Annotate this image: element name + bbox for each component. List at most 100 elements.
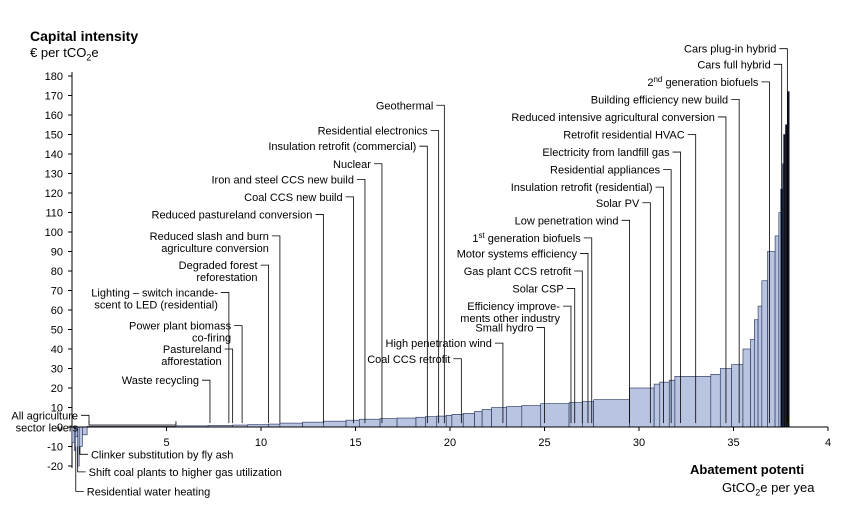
annotation-label-line2: sector levers — [16, 422, 79, 434]
x-unit-suffix: e per yea — [760, 480, 815, 495]
x-tick-label: 30 — [633, 437, 645, 449]
annotation-label: Electricity from landfill gas — [542, 147, 670, 159]
bar — [445, 414, 453, 428]
bar — [668, 379, 676, 428]
annotation-label: Residential electronics — [318, 126, 429, 138]
annotation-label: Cars full hybrid — [697, 59, 770, 71]
y-tick-label: 130 — [45, 169, 63, 181]
annotation-label: Reduced intensive agricultural conversio… — [511, 112, 715, 124]
annotation-label: Lighting – switch incande- — [91, 287, 218, 299]
annotation-leader — [687, 134, 697, 424]
y-tick-label: 90 — [51, 247, 63, 259]
bar — [436, 415, 447, 428]
annotation-label: Building efficiency new build — [591, 94, 728, 106]
bar — [279, 422, 303, 428]
y-unit-prefix: € per tCO — [30, 45, 87, 60]
bar — [462, 413, 475, 428]
annotation-leader — [75, 446, 84, 492]
bar — [540, 403, 570, 428]
annotation-label: Power plant biomass — [129, 321, 232, 333]
annotation-leader — [566, 288, 576, 424]
bar — [761, 280, 768, 428]
x-tick-label: 10 — [255, 437, 267, 449]
bar — [506, 406, 523, 428]
annotation-label: Iron and steel CCS new build — [211, 174, 353, 186]
annotation-label: Insulation retrofit (residential) — [511, 182, 653, 194]
annotation-label: 2nd generation biofuels — [647, 74, 759, 89]
annotation-label: Residential water heating — [87, 486, 211, 498]
bar — [345, 419, 360, 428]
y-unit-sub: 2 — [86, 52, 92, 63]
annotation-label: Solar PV — [596, 198, 640, 210]
x-unit-sub: 2 — [755, 487, 761, 498]
annotation-leader — [224, 348, 234, 424]
annotation-leader — [356, 178, 366, 424]
x-tick-label: 20 — [444, 437, 456, 449]
bar — [491, 407, 507, 428]
annotation-label: Clinker substitution by fly ash — [91, 449, 233, 461]
annotation-leader — [642, 202, 651, 424]
annotation-label: Coal CCS new build — [244, 192, 342, 204]
y-axis-unit: € per tCO2e — [30, 45, 99, 63]
bar — [653, 383, 661, 428]
annotation-leader — [345, 196, 355, 424]
annotation-leader — [494, 342, 504, 424]
annotation-leader — [373, 163, 383, 424]
y-tick-label: 50 — [51, 325, 63, 337]
bar — [757, 305, 763, 428]
annotation-label: All agriculture — [11, 410, 78, 422]
bar — [379, 418, 398, 428]
annotation-label: Waste recycling — [122, 375, 199, 387]
y-unit-suffix: e — [91, 45, 99, 60]
y-tick-label: 160 — [45, 110, 63, 122]
annotation-label: Solar CSP — [512, 284, 563, 296]
annotation-label-line2: scent to LED (residential) — [94, 299, 218, 311]
annotation-leader — [773, 63, 783, 424]
y-tick-label: 60 — [51, 305, 63, 317]
bar — [659, 381, 670, 428]
annotation-label: Nuclear — [333, 159, 371, 171]
x-tick-label: 25 — [538, 437, 550, 449]
annotation-label-line2: co-firing — [192, 333, 231, 345]
bar — [774, 235, 780, 428]
annotation-label: Low penetration wind — [515, 215, 619, 227]
x-tick-label: 4 — [825, 437, 831, 449]
annotation-label: Cars plug-in hybrid — [684, 44, 776, 56]
y-tick-label: 0 — [57, 422, 63, 434]
annotation-leader — [761, 81, 770, 424]
bar — [731, 364, 744, 428]
x-tick-label: 15 — [349, 437, 361, 449]
y-tick-label: 170 — [45, 91, 63, 103]
annotation-label: Gas plant CCS retrofit — [464, 266, 572, 278]
annotation-leader — [271, 235, 281, 424]
bar — [742, 348, 751, 428]
x-axis-unit: GtCO2e per yea — [722, 480, 814, 498]
bar — [415, 416, 426, 428]
y-tick-label: 80 — [51, 266, 63, 278]
bar — [78, 426, 83, 447]
bar — [323, 420, 347, 428]
y-tick-label: 10 — [51, 403, 63, 415]
annotation-leader — [234, 325, 243, 424]
annotation-label-line2: agriculture conversion — [161, 243, 269, 255]
annotation-leader — [430, 130, 440, 424]
x-unit-prefix: GtCO — [722, 480, 756, 495]
bar — [750, 338, 755, 428]
x-axis-title: Abatement potenti — [690, 462, 805, 477]
annotation-label: Motor systems efficiency — [457, 248, 578, 260]
annotation-leader — [583, 237, 593, 424]
y-tick-label: 180 — [45, 71, 63, 83]
annotation-leader — [260, 264, 269, 424]
bar — [753, 319, 759, 428]
bar — [767, 251, 776, 428]
y-tick-label: 30 — [51, 364, 63, 376]
annotation-leader — [579, 253, 589, 424]
annotation-leader — [315, 214, 324, 424]
y-tick-label: 120 — [45, 188, 63, 200]
y-tick-label: 110 — [45, 208, 63, 220]
bar — [82, 426, 88, 436]
annotation-label: Residential appliances — [550, 165, 661, 177]
bar — [474, 411, 483, 428]
agriculture-bracket — [88, 421, 177, 426]
